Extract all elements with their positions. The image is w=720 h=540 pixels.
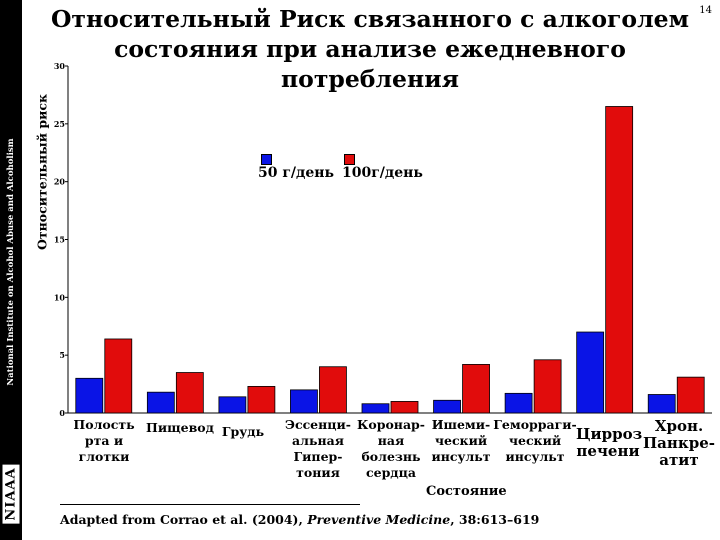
bar-series1-cat1 <box>175 372 204 414</box>
bar-series0-cat2 <box>218 396 247 414</box>
bar-series1-cat7 <box>605 106 634 414</box>
bar-series0-cat5 <box>433 399 461 414</box>
category-label-1: Пищевод <box>146 420 214 435</box>
citation-journal: Preventive Medicine <box>307 512 451 527</box>
x-axis-title: Состояние <box>426 484 507 499</box>
category-label-8: Хрон. Панкре- атит <box>643 417 715 469</box>
sidebar: National Institute on Alcohol Abuse and … <box>0 0 22 540</box>
slide-title: Относительный Риск связанного с алкоголе… <box>50 5 690 93</box>
y-tick-label-3: 15 <box>54 235 65 245</box>
category-label-2: Грудь <box>221 424 265 439</box>
bar-series1-cat5 <box>462 364 490 414</box>
bar-series1-cat4 <box>390 401 419 414</box>
y-tick-label-4: 20 <box>54 177 66 187</box>
bar-series0-cat6 <box>504 392 533 414</box>
y-tick-label-5: 25 <box>54 119 65 129</box>
y-tick-label-2: 10 <box>54 292 66 302</box>
citation-suffix: , 38:613–619 <box>450 512 540 527</box>
legend-swatch-100 <box>344 154 355 165</box>
category-label-3: Эссенци- альная Гипер- тония <box>285 417 351 480</box>
y-tick-label-0: 0 <box>59 408 65 418</box>
legend-swatch-50 <box>261 154 272 165</box>
bar-series1-cat2 <box>247 385 276 414</box>
bar-series0-cat4 <box>361 403 390 414</box>
bar-series0-cat3 <box>290 389 318 414</box>
legend-label-50: 50 г/день <box>258 165 335 181</box>
citation-prefix: Adapted from Corrao et al. (2004), <box>60 512 308 527</box>
bar-series1-cat3 <box>319 366 347 414</box>
bar-series1-cat6 <box>533 359 562 414</box>
category-label-6: Геморраги- ческий инсульт <box>493 417 577 464</box>
legend-label-100: 100г/день <box>342 165 423 181</box>
category-label-0: Полость рта и глотки <box>73 417 135 464</box>
y-tick-label-1: 5 <box>59 350 65 360</box>
bar-series1-cat0 <box>104 338 133 414</box>
bar-series1-cat8 <box>676 376 705 414</box>
citation: Adapted from Corrao et al. (2004), Preve… <box>60 512 539 527</box>
category-label-4: Коронар- ная болезнь сердца <box>357 417 425 480</box>
y-tick-label-6: 30 <box>54 61 66 71</box>
bar-series0-cat8 <box>647 394 676 414</box>
category-label-5: Ишеми- ческий инсульт <box>431 417 491 464</box>
page-number: 14 <box>699 5 712 16</box>
category-label-7: Цирроз печени <box>576 425 643 460</box>
bar-series0-cat0 <box>75 377 104 414</box>
citation-rule <box>60 504 360 505</box>
bar-series0-cat7 <box>576 331 605 414</box>
bar-series0-cat1 <box>146 391 175 414</box>
